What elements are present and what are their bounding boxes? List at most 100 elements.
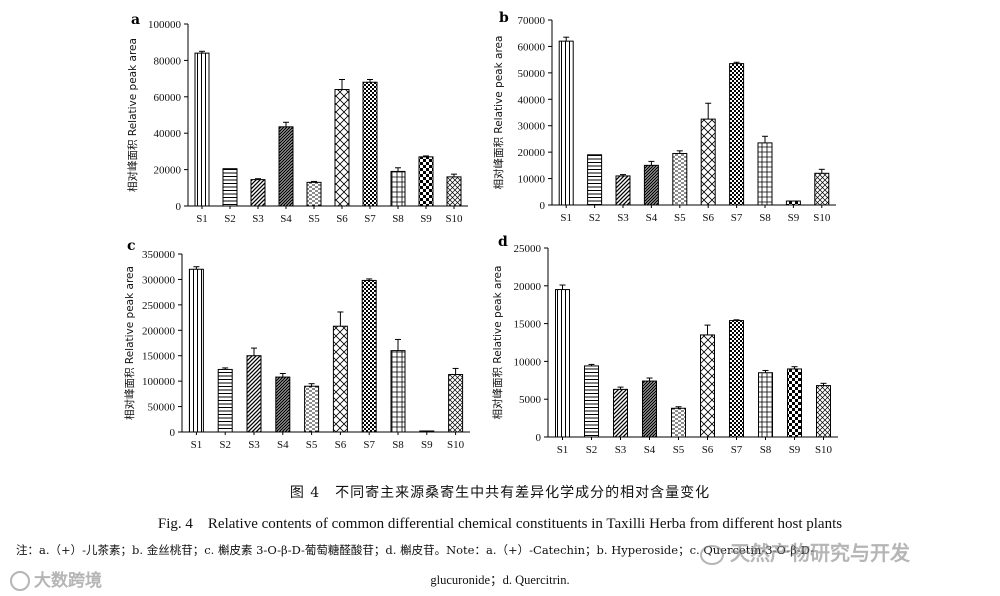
y-tick-label: 300000 [142,274,176,286]
y-tick-label: 10000 [518,174,546,186]
bar [615,175,631,206]
bar [584,365,599,438]
y-axis-label: 相对峰面积 Relative peak area [491,266,504,420]
y-tick-label: 60000 [518,41,546,53]
y-tick-label: 80000 [154,55,182,67]
x-tick-label: S2 [224,213,236,225]
x-tick-label: S1 [196,213,208,225]
x-tick-label: S9 [420,213,432,225]
x-tick-label: S10 [447,439,465,451]
y-tick-label: 150000 [142,351,176,363]
bar [700,118,716,206]
panel-b: b 0 10000 20000 30000 40000 50000 60000 70000 相对峰… [492,10,836,224]
panel-c: c 0 50000 100000 150000 200000 250000 300000 350… [123,238,470,451]
x-tick-label: S9 [789,444,801,456]
y-tick-label: 50000 [148,402,176,414]
y-axis-label: 相对峰面积 Relative peak area [126,38,139,192]
panel-letter: a [131,12,140,28]
x-tick-label: S8 [392,213,404,225]
bar [250,179,266,207]
wechat-icon [700,544,724,565]
bar [587,154,603,206]
panel-letter: c [127,238,136,254]
watermark-left: 大数跨境 [10,566,102,591]
bar [419,430,435,433]
bar [555,289,570,438]
bar [700,334,715,438]
x-tick-label: S1 [560,212,572,224]
y-axis-label: 相对峰面积 Relative peak area [123,266,136,420]
x-tick-label: S9 [788,212,800,224]
caption-note-line-2: glucuronide；d. Quercitrin. [430,573,570,587]
x-tick-label: S3 [615,444,627,456]
bar [757,142,773,206]
x-tick-label: S5 [308,213,320,225]
watermark-logo-icon [10,571,30,591]
bar [361,279,377,433]
x-tick-label: S1 [191,439,203,451]
x-tick-label: S10 [813,212,831,224]
y-tick-label: 5000 [519,394,542,406]
y-tick-label: 0 [540,200,546,212]
y-tick-label: 100000 [148,19,182,31]
x-tick-label: S9 [421,439,433,451]
x-tick-label: S2 [586,444,598,456]
bar [758,372,773,438]
x-tick-label: S5 [306,439,318,451]
bar [390,350,406,433]
x-tick-label: S5 [674,212,686,224]
bar [222,168,238,207]
bar [448,374,464,433]
y-tick-label: 0 [170,427,176,439]
y-tick-label: 15000 [514,319,542,331]
bar [642,380,657,438]
x-tick-label: S10 [445,213,463,225]
y-tick-label: 40000 [154,128,182,140]
y-tick-label: 30000 [518,121,546,133]
x-tick-label: S8 [760,444,772,456]
bar [304,385,320,433]
x-tick-label: S8 [392,439,404,451]
x-tick-label: S5 [673,444,685,456]
x-tick-label: S4 [646,212,658,224]
y-tick-label: 200000 [142,325,176,337]
y-tick-label: 10000 [514,356,542,368]
x-tick-label: S6 [335,439,347,451]
y-axis-label: 相对峰面积 Relative peak area [492,36,505,190]
bar [787,368,802,438]
watermark-right: 天然产物研究与开发 [700,537,910,566]
x-tick-label: S6 [336,213,348,225]
bar [194,52,210,207]
x-tick-label: S4 [280,213,292,225]
x-tick-label: S4 [644,444,656,456]
bar [785,200,801,206]
y-tick-label: 50000 [518,68,546,80]
panel-d: d 0 5000 10000 15000 20000 25000 相对峰面积 Relative… [491,234,838,456]
x-tick-label: S3 [617,212,629,224]
y-tick-label: 20000 [154,165,182,177]
bar [729,63,745,206]
y-tick-label: 40000 [518,94,546,106]
x-tick-label: S3 [248,439,260,451]
bar [362,81,378,207]
panel-letter: d [498,234,508,250]
y-tick-label: 20000 [518,147,546,159]
bar [306,181,322,207]
x-tick-label: S1 [557,444,569,456]
bar [814,172,830,206]
y-tick-label: 0 [536,432,542,444]
bar [334,89,350,207]
bar [671,407,686,438]
y-tick-label: 20000 [514,281,542,293]
bar [278,126,294,207]
bar [446,176,462,207]
bar [816,385,831,438]
x-tick-label: S2 [589,212,601,224]
y-tick-label: 250000 [142,300,176,312]
bar [613,388,628,438]
figure-caption-english: Fig. 4 Relative contents of common diffe… [157,516,843,532]
bar [246,355,262,433]
x-tick-label: S7 [731,444,743,456]
y-tick-label: 100000 [142,376,176,388]
